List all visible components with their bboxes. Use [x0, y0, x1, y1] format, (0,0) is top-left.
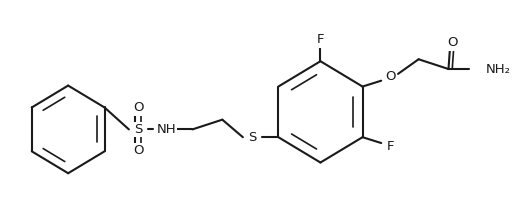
Text: NH₂: NH₂: [486, 62, 511, 76]
Text: O: O: [133, 101, 144, 114]
Text: NH: NH: [156, 123, 176, 136]
Text: O: O: [447, 36, 458, 49]
Text: F: F: [387, 140, 394, 153]
Text: F: F: [317, 33, 324, 46]
Text: S: S: [248, 131, 256, 144]
Text: S: S: [134, 123, 143, 136]
Text: O: O: [133, 144, 144, 157]
Text: O: O: [385, 70, 396, 83]
